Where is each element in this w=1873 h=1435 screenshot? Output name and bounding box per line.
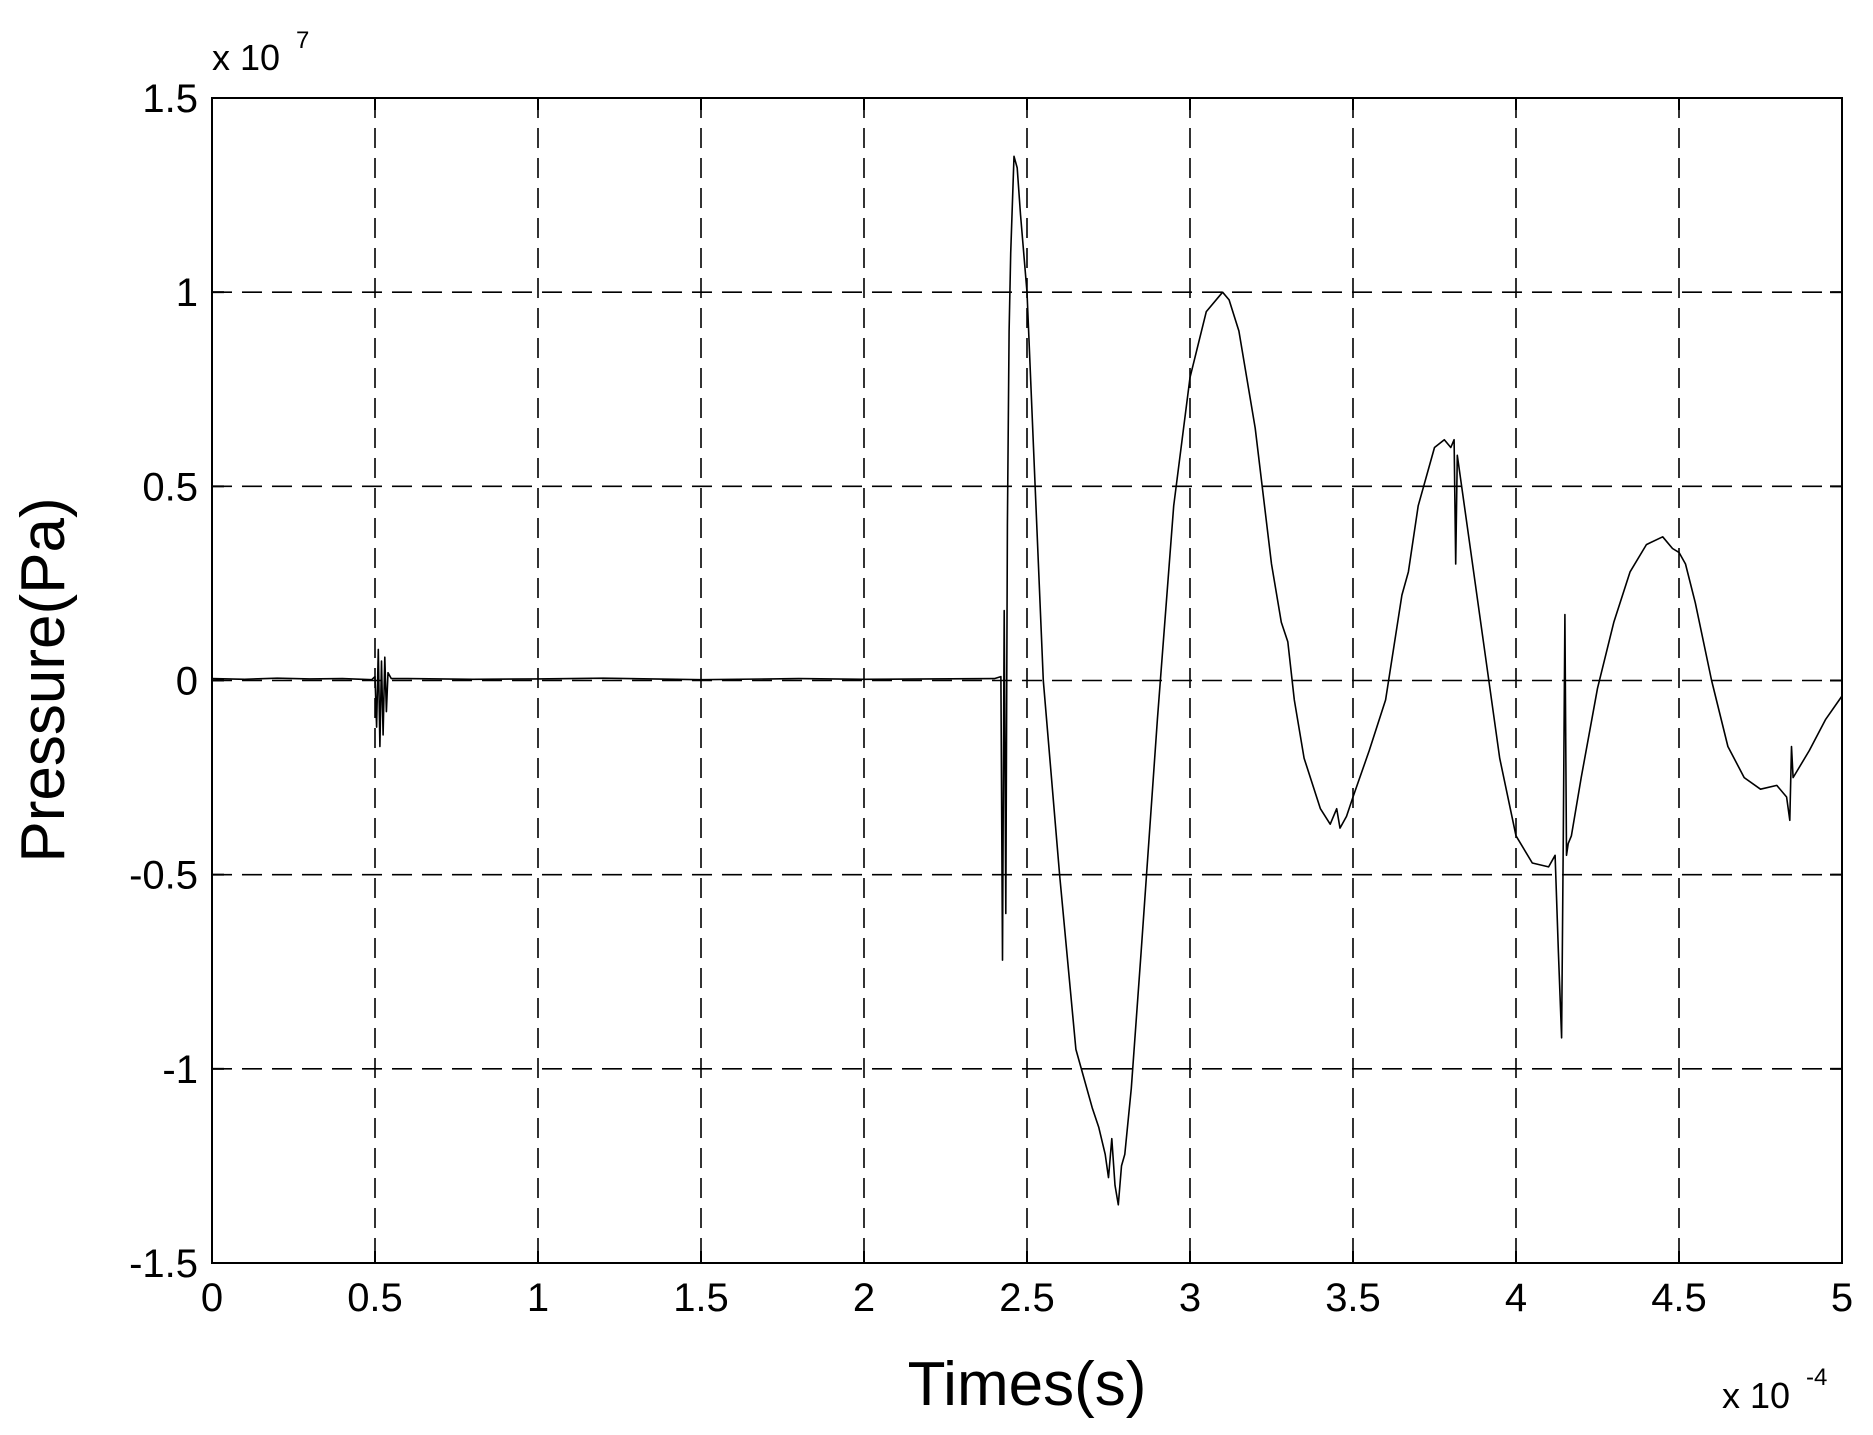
x-tick-label: 1 xyxy=(527,1276,549,1320)
y-tick-label: 0 xyxy=(176,660,198,704)
x-tick-label: 0 xyxy=(201,1276,223,1320)
x-tick-label: 3 xyxy=(1179,1276,1201,1320)
x-tick-label: 2 xyxy=(853,1276,875,1320)
x-tick-label: 0.5 xyxy=(347,1276,403,1320)
y-tick-label: -1.5 xyxy=(129,1242,198,1286)
axis-ticks: 0 0.5 1 1.5 2 2.5 3 3.5 4 4.5 5 -1.5 -1 -0.5 0 0.5 1 1.5 xyxy=(129,77,1853,1320)
y-axis-title: Pressure(Pa) xyxy=(9,497,78,862)
y-multiplier-base: x 10 xyxy=(212,37,280,78)
y-tick-label: -1 xyxy=(162,1048,198,1092)
x-tick-label: 5 xyxy=(1831,1276,1853,1320)
y-axis-multiplier: x 10 7 xyxy=(212,27,309,78)
series-layer xyxy=(211,155,1843,1206)
x-multiplier-base: x 10 xyxy=(1722,1375,1790,1416)
y-multiplier-exponent: 7 xyxy=(296,27,309,54)
x-tick-label: 2.5 xyxy=(999,1276,1055,1320)
x-tick-label: 4.5 xyxy=(1651,1276,1707,1320)
x-tick-label: 4 xyxy=(1505,1276,1527,1320)
x-axis-title: Times(s) xyxy=(908,1350,1147,1419)
y-tick-label: -0.5 xyxy=(129,854,198,898)
x-tick-label: 3.5 xyxy=(1325,1276,1381,1320)
y-tick-label: 1 xyxy=(176,271,198,315)
x-multiplier-exponent: -4 xyxy=(1806,1364,1827,1391)
grid-lines xyxy=(212,98,1842,1263)
x-tick-label: 1.5 xyxy=(673,1276,729,1320)
y-tick-label: 1.5 xyxy=(142,77,198,121)
pressure-series-line xyxy=(211,155,1843,1206)
x-axis-multiplier: x 10 -4 xyxy=(1722,1364,1827,1416)
y-tick-label: 0.5 xyxy=(142,465,198,509)
